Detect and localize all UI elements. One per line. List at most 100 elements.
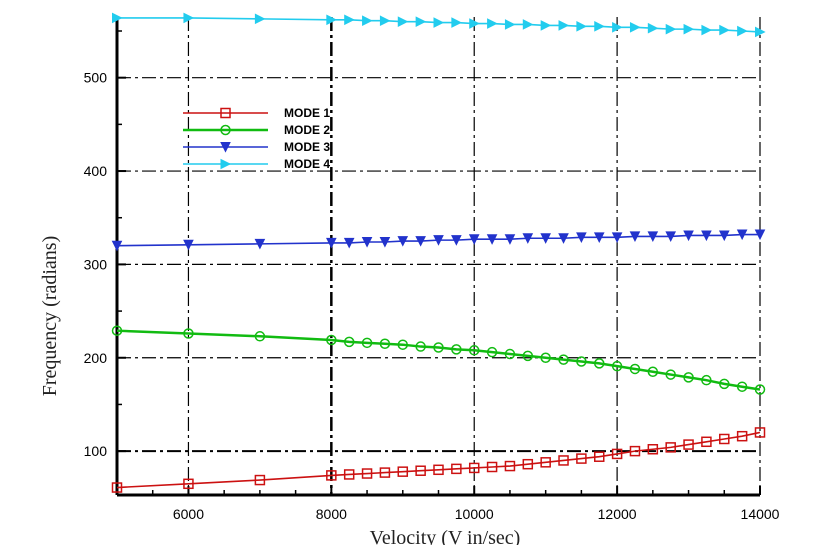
- data-point: [343, 237, 355, 249]
- data-point: [451, 235, 462, 246]
- data-point: [469, 18, 480, 29]
- x-axis-label: Velocity (V in/sec): [370, 527, 521, 545]
- legend-label: MODE 4: [284, 157, 330, 171]
- data-point: [576, 232, 587, 243]
- data-point: [701, 374, 712, 386]
- data-point: [111, 240, 123, 252]
- data-point: [629, 363, 641, 375]
- data-point: [629, 21, 641, 33]
- data-point: [343, 336, 355, 348]
- tick-labels: 6000 8000 10000 12000 14000 100 200 300 400 500: [84, 70, 780, 522]
- data-point: [558, 233, 569, 244]
- data-point: [647, 444, 659, 455]
- data-point: [415, 465, 426, 476]
- data-point: [343, 469, 355, 480]
- data-point: [504, 19, 516, 30]
- data-point: [415, 236, 426, 247]
- data-point: [361, 236, 373, 248]
- data-point: [629, 231, 641, 243]
- data-point: [754, 229, 766, 241]
- data-point: [397, 16, 409, 27]
- data-point: [719, 24, 730, 36]
- data-point: [183, 239, 194, 251]
- x-tick-label: 8000: [316, 506, 347, 522]
- series-line: [116, 233, 760, 247]
- legend: MODE 1 MODE 2 MODE 3 MODE 4: [183, 106, 330, 171]
- data-point: [379, 338, 391, 350]
- data-point: [594, 451, 605, 462]
- data-point: [468, 345, 480, 356]
- series-line: [116, 431, 761, 489]
- data-point: [611, 360, 623, 372]
- y-tick-label: 400: [84, 163, 108, 179]
- legend-item-2: MODE 2: [183, 123, 330, 137]
- data-point: [647, 231, 659, 243]
- data-point: [183, 12, 195, 24]
- data-point: [612, 21, 623, 33]
- data-point: [558, 20, 570, 31]
- data-point: [611, 448, 623, 460]
- data-point: [683, 372, 694, 383]
- data-point: [629, 445, 641, 457]
- data-point: [112, 12, 123, 24]
- x-tick-label: 10000: [455, 506, 494, 522]
- data-point: [220, 158, 232, 170]
- legend-label: MODE 1: [284, 106, 330, 120]
- data-point: [737, 25, 748, 37]
- data-point: [379, 236, 391, 248]
- data-point: [540, 352, 551, 364]
- data-point: [433, 464, 444, 476]
- data-point: [504, 460, 516, 472]
- data-point: [254, 331, 266, 342]
- legend-item-3: MODE 3: [183, 140, 330, 154]
- data-point: [718, 230, 730, 242]
- series-1: [111, 427, 766, 493]
- data-point: [326, 470, 337, 481]
- data-point: [183, 328, 194, 339]
- y-tick-label: 200: [84, 350, 108, 366]
- series-2: [111, 325, 766, 395]
- legend-label: MODE 2: [284, 123, 330, 137]
- data-point: [451, 344, 462, 355]
- data-point: [558, 354, 569, 365]
- data-point: [397, 236, 409, 247]
- data-point: [415, 16, 427, 27]
- data-point: [701, 24, 713, 36]
- data-point: [736, 381, 748, 392]
- data-point: [326, 14, 337, 26]
- data-point: [701, 436, 712, 448]
- grid-lines: [117, 17, 761, 495]
- data-point: [665, 442, 676, 453]
- data-point: [254, 474, 266, 486]
- data-point: [451, 463, 462, 475]
- data-point: [344, 14, 355, 26]
- data-point: [754, 384, 766, 395]
- data-point: [665, 231, 677, 243]
- data-point: [326, 237, 337, 249]
- data-point: [254, 238, 266, 250]
- legend-label: MODE 3: [284, 140, 330, 154]
- data-point: [183, 478, 194, 490]
- data-point: [433, 342, 444, 353]
- data-point: [486, 346, 498, 358]
- x-tick-label: 12000: [598, 506, 637, 522]
- data-point: [647, 22, 659, 34]
- data-point: [522, 19, 534, 30]
- x-tick-label: 14000: [741, 506, 780, 522]
- y-axis-label: Frequency (radians): [39, 236, 61, 397]
- data-point: [683, 439, 694, 450]
- y-tick-label: 500: [84, 70, 108, 86]
- data-point: [111, 482, 123, 493]
- data-point: [397, 466, 409, 477]
- data-point: [755, 26, 766, 38]
- series-line: [117, 17, 761, 33]
- data-point: [719, 378, 730, 390]
- data-point: [736, 229, 748, 241]
- data-point: [522, 458, 534, 470]
- data-point: [379, 15, 391, 27]
- data-point: [468, 234, 480, 245]
- data-point: [719, 433, 730, 445]
- data-point: [522, 233, 534, 244]
- data-point: [415, 341, 426, 352]
